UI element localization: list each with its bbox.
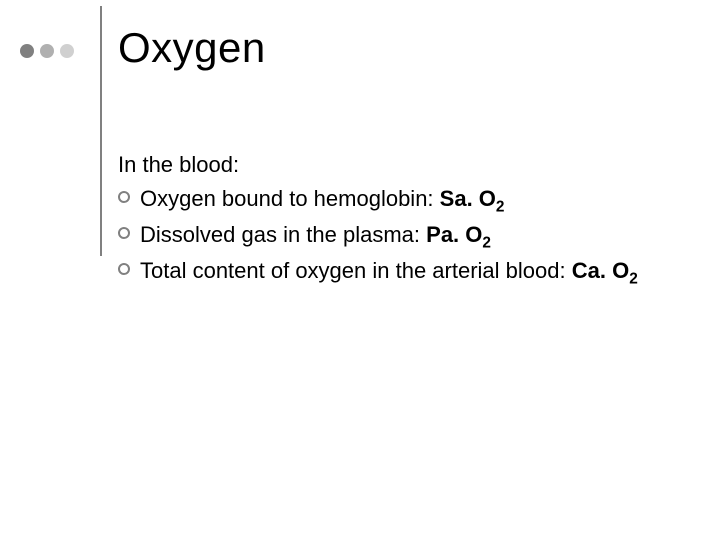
item-bold-prefix: Ca. O (572, 258, 629, 283)
list-item-text: Oxygen bound to hemoglobin: Sa. O2 (140, 184, 678, 218)
intro-text: In the blood: (118, 150, 678, 180)
bullet-icon (118, 263, 130, 275)
list-item: Dissolved gas in the plasma: Pa. O2 (118, 220, 678, 254)
item-plain: Total content of oxygen in the arterial … (140, 258, 572, 283)
dot-2 (40, 44, 54, 58)
item-subscript: 2 (482, 234, 491, 251)
slide-title: Oxygen (118, 24, 266, 72)
item-plain: Dissolved gas in the plasma: (140, 222, 426, 247)
bullet-icon (118, 191, 130, 203)
item-bold-prefix: Pa. O (426, 222, 482, 247)
item-bold: Sa. O2 (440, 186, 505, 211)
item-subscript: 2 (496, 198, 505, 215)
dot-3 (60, 44, 74, 58)
slide: Oxygen In the blood: Oxygen bound to hem… (0, 0, 720, 540)
vertical-divider (100, 6, 102, 256)
item-subscript: 2 (629, 270, 638, 287)
list-item-text: Total content of oxygen in the arterial … (140, 256, 678, 290)
item-bold: Pa. O2 (426, 222, 491, 247)
slide-body: In the blood: Oxygen bound to hemoglobin… (118, 150, 678, 292)
bullet-icon (118, 227, 130, 239)
list-item-text: Dissolved gas in the plasma: Pa. O2 (140, 220, 678, 254)
decorative-dots (20, 44, 74, 58)
item-bold-prefix: Sa. O (440, 186, 496, 211)
item-bold: Ca. O2 (572, 258, 638, 283)
list-item: Oxygen bound to hemoglobin: Sa. O2 (118, 184, 678, 218)
list-item: Total content of oxygen in the arterial … (118, 256, 678, 290)
dot-1 (20, 44, 34, 58)
item-plain: Oxygen bound to hemoglobin: (140, 186, 440, 211)
